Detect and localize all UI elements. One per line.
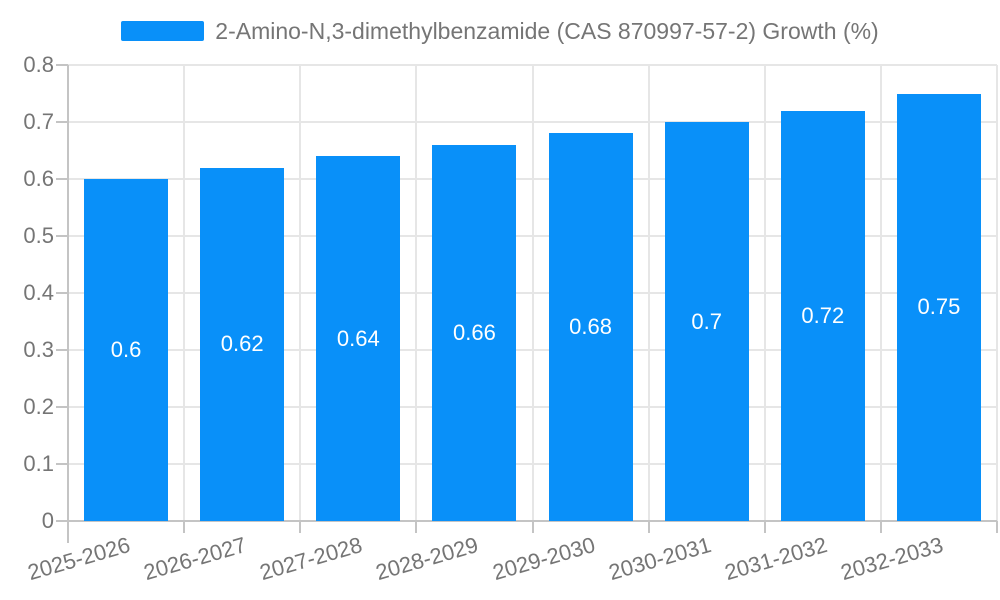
x-gridline	[183, 65, 186, 521]
bar[interactable]	[84, 179, 169, 521]
bar-value-label: 0.66	[453, 319, 496, 345]
legend-item[interactable]: 2-Amino-N,3-dimethylbenzamide (CAS 87099…	[0, 14, 1000, 48]
y-axis-tick-mark	[56, 235, 68, 237]
y-axis-tick-mark	[56, 292, 68, 294]
bar-value-label: 0.64	[336, 325, 380, 351]
bar-value-label: 0.75	[917, 294, 961, 320]
x-axis-tick-mark	[763, 521, 766, 533]
bar[interactable]	[432, 144, 517, 521]
y-axis-tick-mark	[56, 349, 68, 351]
x-axis-tick-mark	[299, 521, 302, 533]
y-tick-label: 0.1	[23, 451, 54, 476]
y-axis-tick-mark	[56, 178, 68, 180]
y-tick-label: 0.5	[23, 223, 54, 248]
bar-value-label: 0.6	[110, 337, 142, 362]
bar[interactable]	[316, 156, 401, 521]
y-tick-label: 0.3	[23, 337, 54, 362]
y-tick-label: 0.2	[23, 394, 54, 419]
legend-label: 2-Amino-N,3-dimethylbenzamide (CAS 87099…	[215, 17, 879, 44]
bar-value-label: 0.72	[801, 302, 845, 328]
x-axis-tick-mark	[647, 521, 650, 533]
bar[interactable]	[896, 93, 981, 521]
y-axis-tick-mark	[56, 64, 68, 66]
bar-value-label: 0.68	[569, 314, 612, 340]
x-gridline	[647, 65, 650, 521]
y-axis-line	[67, 65, 69, 543]
bar-value-label: 0.7	[691, 308, 722, 334]
x-axis-tick-mark	[996, 521, 998, 533]
bar[interactable]	[780, 110, 865, 521]
x-gridline	[299, 65, 302, 521]
bar-value-label: 0.62	[220, 331, 264, 357]
x-axis-tick-mark	[531, 521, 534, 533]
legend-swatch-icon	[121, 21, 205, 41]
bar[interactable]	[548, 133, 633, 521]
x-gridline	[879, 65, 882, 521]
x-axis-tick-mark	[879, 521, 882, 533]
y-axis-tick-mark	[56, 121, 68, 123]
y-tick-label: 0.6	[23, 166, 54, 191]
x-axis-tick-mark	[183, 521, 186, 533]
x-gridline	[763, 65, 766, 521]
y-tick-label: 0.8	[23, 52, 54, 77]
y-axis-tick-mark	[56, 463, 68, 465]
x-gridline	[996, 65, 998, 521]
x-axis-line	[68, 520, 997, 522]
x-gridline	[531, 65, 534, 521]
bar[interactable]	[664, 122, 749, 521]
bar[interactable]	[200, 167, 285, 521]
y-axis-tick-mark	[56, 520, 68, 522]
x-axis-tick-mark	[415, 521, 418, 533]
x-gridline	[415, 65, 418, 521]
y-axis-tick-mark	[56, 406, 68, 408]
y-tick-label: 0.4	[23, 280, 54, 305]
y-tick-label: 0.7	[23, 109, 54, 134]
y-tick-label: 0	[41, 508, 54, 533]
